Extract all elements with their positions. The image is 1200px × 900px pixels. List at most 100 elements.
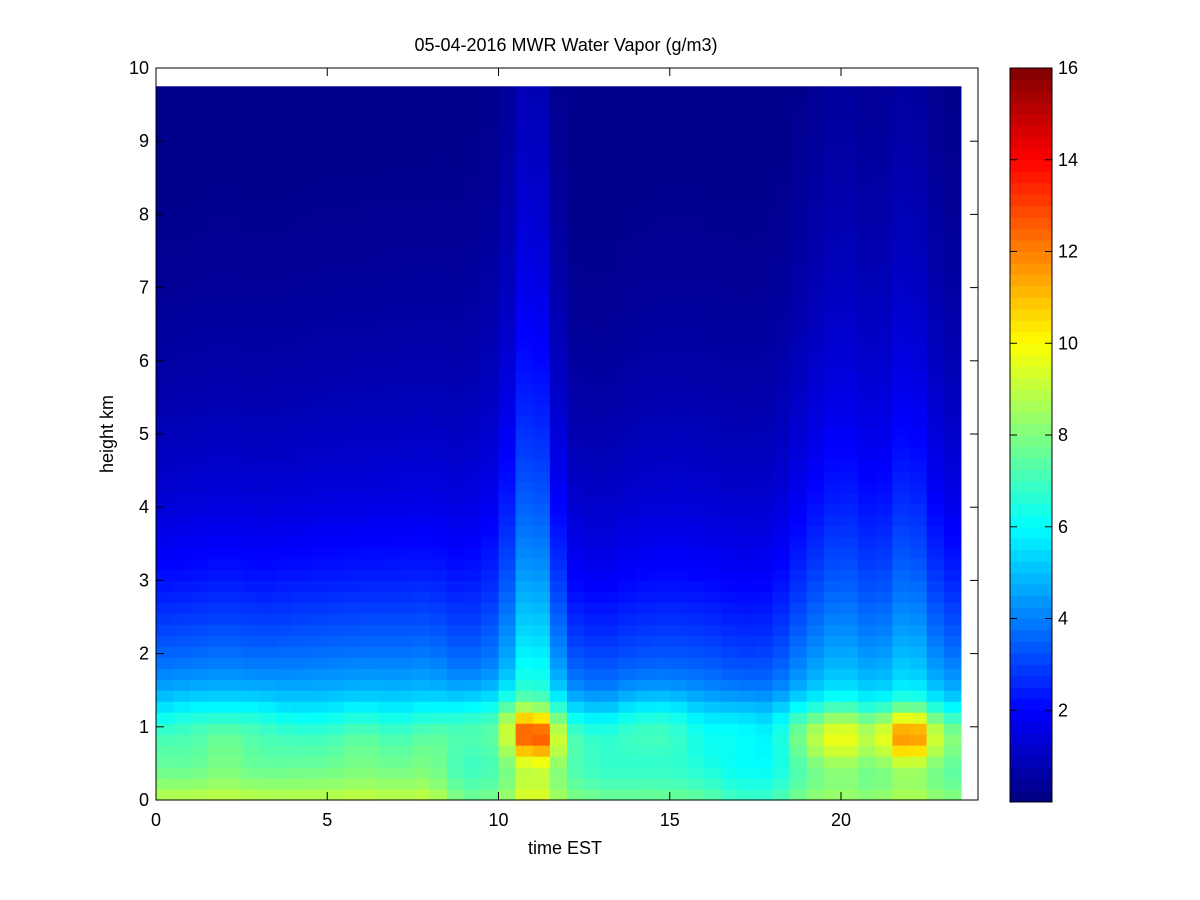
heatmap-cell [344, 657, 363, 669]
heatmap-cell [275, 525, 294, 538]
heatmap-cell [293, 503, 311, 516]
heatmap-cell [156, 97, 174, 109]
heatmap-cell [704, 767, 722, 779]
heatmap-cell [652, 635, 671, 647]
heatmap-cell [806, 712, 825, 724]
heatmap-cell [567, 624, 585, 636]
heatmap-cell [584, 525, 602, 538]
heatmap-cell [378, 525, 397, 538]
heatmap-cell [652, 558, 671, 571]
heatmap-cell [310, 152, 328, 164]
heatmap-cell [584, 734, 602, 746]
heatmap-cell [447, 657, 465, 669]
heatmap-cell [361, 514, 380, 527]
heatmap-cell [275, 569, 294, 581]
heatmap-cell [224, 196, 243, 208]
heatmap-cell [173, 481, 191, 494]
heatmap-cell [430, 767, 448, 779]
heatmap-cell [464, 415, 482, 428]
heatmap-cell [498, 305, 517, 318]
heatmap-cell [207, 481, 226, 494]
heatmap-cell [207, 767, 226, 779]
heatmap-cell [806, 360, 825, 373]
heatmap-cell [721, 525, 739, 538]
heatmap-cell [310, 360, 328, 373]
heatmap-cell [190, 108, 208, 120]
heatmap-cell [258, 492, 277, 505]
colorbar-tick-label: 16 [1058, 58, 1078, 78]
heatmap-cell [344, 514, 363, 527]
heatmap-cell [772, 283, 791, 296]
heatmap-cell [430, 492, 448, 505]
heatmap-cell [464, 514, 482, 527]
heatmap-cell [241, 218, 260, 230]
heatmap-cell [652, 404, 671, 417]
heatmap-cell [926, 119, 945, 131]
heatmap-cell [686, 272, 705, 285]
heatmap-cell [669, 437, 688, 450]
heatmap-cell [721, 229, 739, 241]
heatmap-cell [310, 97, 328, 109]
heatmap-cell [567, 745, 585, 757]
heatmap-cell [567, 261, 585, 274]
heatmap-cell [310, 119, 328, 131]
heatmap-cell [926, 338, 945, 351]
heatmap-cell [823, 261, 842, 274]
heatmap-cell [772, 745, 791, 757]
heatmap-cell [652, 415, 671, 428]
heatmap-cell [669, 108, 688, 120]
heatmap-cell [156, 174, 174, 186]
heatmap-cell [190, 492, 208, 505]
heatmap-cell [395, 580, 414, 592]
heatmap-cell [361, 119, 380, 131]
heatmap-cell [755, 108, 774, 120]
heatmap-cell [738, 141, 756, 153]
heatmap-cell [258, 778, 277, 790]
heatmap-cell [361, 108, 380, 120]
heatmap-cell [361, 294, 380, 307]
heatmap-cell [943, 459, 962, 472]
heatmap-cell [224, 536, 243, 549]
heatmap-cell [327, 371, 345, 384]
heatmap-cell [498, 174, 517, 186]
heatmap-cell [669, 141, 688, 153]
heatmap-cell [584, 327, 602, 340]
heatmap-cell [841, 569, 859, 581]
heatmap-cell [156, 283, 174, 296]
heatmap-cell [361, 437, 380, 450]
heatmap-cell [721, 745, 739, 757]
heatmap-cell [738, 767, 756, 779]
heatmap-cell [532, 536, 551, 549]
heatmap-cell [344, 251, 363, 263]
heatmap-cell [481, 536, 500, 549]
heatmap-cell [549, 756, 568, 768]
heatmap-cell [224, 119, 243, 131]
heatmap-cell [738, 481, 756, 494]
heatmap-cell [361, 536, 380, 549]
colorbar-segment [1010, 710, 1052, 723]
heatmap-cell [926, 218, 945, 230]
heatmap-cell [430, 712, 448, 724]
heatmap-cell [567, 613, 585, 625]
heatmap-cell [601, 261, 619, 274]
heatmap-cell [481, 723, 500, 735]
heatmap-cell [721, 404, 739, 417]
heatmap-cell [618, 174, 637, 186]
heatmap-cell [549, 569, 568, 581]
heatmap-cell [447, 415, 465, 428]
heatmap-cell [567, 415, 585, 428]
heatmap-cell [310, 569, 328, 581]
heatmap-cell [892, 470, 911, 483]
heatmap-cell [224, 712, 243, 724]
heatmap-cell [430, 283, 448, 296]
heatmap-cell [841, 657, 859, 669]
heatmap-cell [738, 558, 756, 571]
heatmap-cell [584, 305, 602, 318]
heatmap-cell [686, 393, 705, 406]
heatmap-cell [669, 668, 688, 680]
heatmap-cell [481, 734, 500, 746]
heatmap-cell [156, 470, 174, 483]
heatmap-cell [841, 646, 859, 658]
heatmap-cell [652, 657, 671, 669]
heatmap-cell [412, 426, 431, 439]
